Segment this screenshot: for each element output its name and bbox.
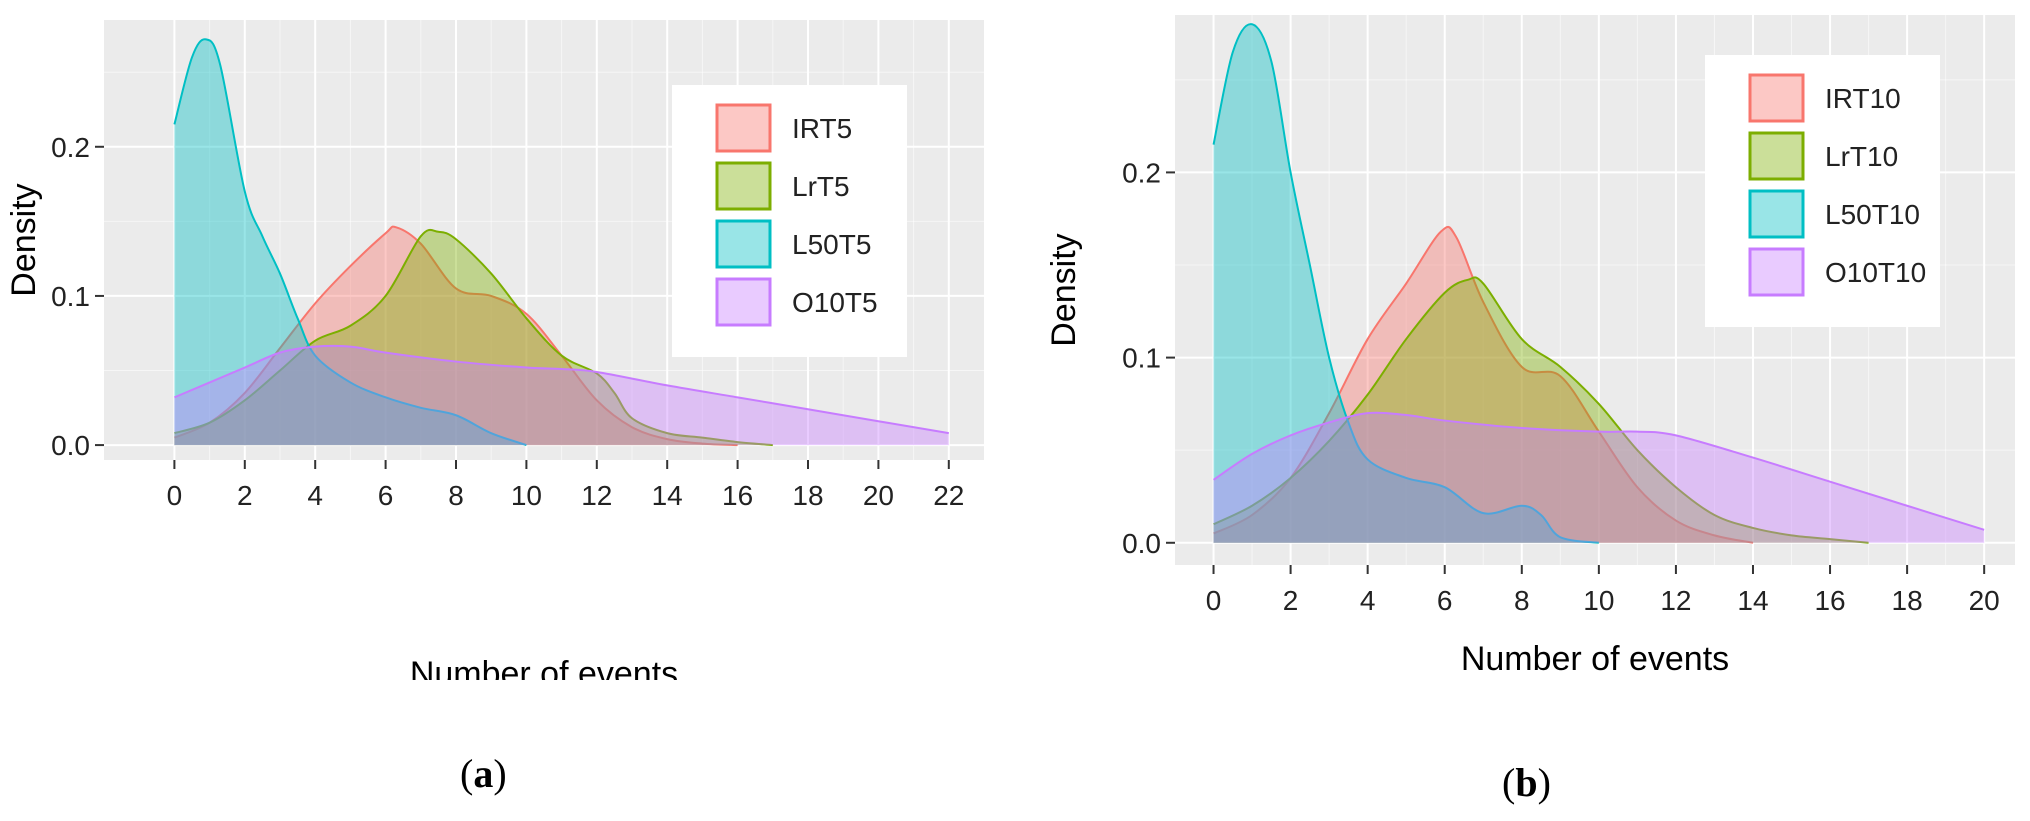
legend-key-O10T5: [715, 277, 772, 327]
x-tick-label: 0: [167, 480, 183, 511]
legend-label-L50T10: L50T10: [1825, 199, 1920, 230]
legend-label-O10T10: O10T10: [1825, 257, 1926, 288]
legend-label-IRT5: IRT5: [792, 113, 852, 144]
density-area-LrT10: [1213, 277, 1869, 543]
density-line-IRT5: [174, 225, 738, 447]
legend-label-LrT10: LrT10: [1825, 141, 1898, 172]
legend-label-LrT5: LrT5: [792, 171, 850, 202]
density-line-LrT5: [174, 228, 773, 447]
x-tick-label: 4: [1360, 585, 1376, 616]
x-tick-label: 20: [1969, 585, 2000, 616]
y-tick-label: 0.1: [1122, 343, 1161, 374]
x-tick-label: 12: [1660, 585, 1691, 616]
y-axis-title: Density: [1045, 233, 1083, 346]
x-tick-label: 2: [1283, 585, 1299, 616]
legend-box: [672, 85, 907, 357]
x-tick-label: 20: [863, 480, 894, 511]
density-area-IRT5: [174, 226, 738, 446]
x-tick-label: 8: [1514, 585, 1530, 616]
panel-label-a: (a): [460, 751, 507, 796]
density-area-IRT10: [1213, 226, 1753, 543]
density-line-L50T5: [173, 38, 527, 447]
density-line-IRT10: [1213, 225, 1754, 544]
x-tick-label: 14: [1737, 585, 1768, 616]
x-tick-label: 0: [1206, 585, 1222, 616]
x-tick-label: 10: [1583, 585, 1614, 616]
y-tick-label: 0.0: [51, 430, 90, 461]
density-area-O10T5: [174, 345, 949, 446]
x-tick-label: 6: [378, 480, 394, 511]
density-area-L50T5: [174, 39, 527, 446]
x-tick-label: 10: [511, 480, 542, 511]
legend-key-LrT5: [715, 161, 772, 211]
density-line-LrT10: [1213, 276, 1869, 544]
legend-label-IRT10: IRT10: [1825, 83, 1901, 114]
y-tick-label: 0.2: [51, 132, 90, 163]
x-tick-label: 22: [933, 480, 964, 511]
y-tick-label: 0.2: [1122, 157, 1161, 188]
density-area-L50T10: [1213, 24, 1599, 543]
legend-label-L50T5: L50T5: [792, 229, 871, 260]
density-line-L50T10: [1212, 23, 1599, 544]
x-tick-label: 14: [652, 480, 683, 511]
legend-key-LrT10: [1748, 131, 1805, 181]
y-axis-title: Density: [5, 183, 43, 296]
density-chart-b: 0 2 4 6 8 10 12 14 16 18 20 0.0 0.1 0.2 Number of even…: [1045, 15, 2015, 678]
panel-label-b: (b): [1502, 760, 1551, 805]
legend-key-L50T5: [715, 219, 772, 269]
density-area-O10T10: [1213, 412, 1985, 543]
y-tick-label: 0.1: [51, 281, 90, 312]
legend-key-O10T10: [1748, 247, 1805, 297]
legend-key-L50T10: [1748, 189, 1805, 239]
legend-box: [1705, 55, 1940, 327]
x-axis-title: Number of events: [1461, 640, 1729, 678]
x-tick-label: 8: [448, 480, 464, 511]
legend-label-O10T5: O10T5: [792, 287, 878, 318]
legend: IRT5 LrT5 L50T5 O10T5: [672, 85, 907, 357]
x-tick-label: 12: [581, 480, 612, 511]
density-area-LrT5: [174, 229, 773, 446]
legend-key-IRT10: [1748, 73, 1805, 123]
legend: IRT10 LrT10 L50T10 O10T10: [1705, 55, 1940, 327]
legend-key-IRT5: [715, 103, 772, 153]
x-tick-label: 18: [792, 480, 823, 511]
x-tick-label: 2: [237, 480, 253, 511]
x-tick-label: 4: [307, 480, 323, 511]
x-tick-label: 16: [1814, 585, 1845, 616]
x-axis-title: Number of events: [410, 655, 678, 680]
density-line-O10T5: [174, 344, 949, 435]
x-tick-label: 18: [1892, 585, 1923, 616]
y-tick-label: 0.0: [1122, 528, 1161, 559]
density-line-O10T10: [1212, 411, 1985, 531]
density-chart-a: 0 2 4 6 8 10 12 14 16 18 20 22 0.0 0.1 0.2 Number of ev…: [5, 20, 984, 680]
x-tick-label: 16: [722, 480, 753, 511]
x-tick-label: 6: [1437, 585, 1453, 616]
